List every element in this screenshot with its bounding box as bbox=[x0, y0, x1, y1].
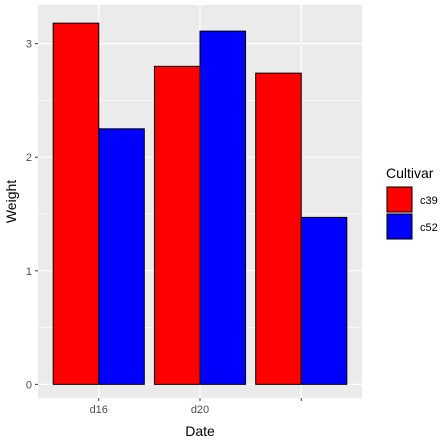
legend-swatch-c52 bbox=[386, 213, 413, 240]
bar-c52-d20 bbox=[199, 30, 247, 385]
x-tick-label: d20 bbox=[191, 404, 209, 416]
legend-label: c52 bbox=[420, 222, 438, 234]
y-tick-label: 3 bbox=[26, 39, 32, 51]
y-axis-title: Weight bbox=[3, 180, 19, 223]
legend-swatch-c39 bbox=[386, 186, 413, 213]
bar-c39-d20 bbox=[153, 65, 201, 385]
x-tick-label: d16 bbox=[90, 404, 108, 416]
bar-c39-d16 bbox=[52, 22, 100, 385]
bar-c52-d16 bbox=[98, 128, 145, 385]
bar-c39-category-3 bbox=[255, 72, 302, 385]
bar-c52-category-3 bbox=[300, 216, 348, 385]
x-axis-title: Date bbox=[185, 423, 215, 439]
y-tick-label: 2 bbox=[26, 152, 32, 164]
legend-title: Cultivar bbox=[386, 165, 434, 181]
legend-label: c39 bbox=[420, 195, 438, 207]
y-tick-label: 0 bbox=[26, 379, 32, 391]
y-tick-label: 1 bbox=[26, 266, 32, 278]
